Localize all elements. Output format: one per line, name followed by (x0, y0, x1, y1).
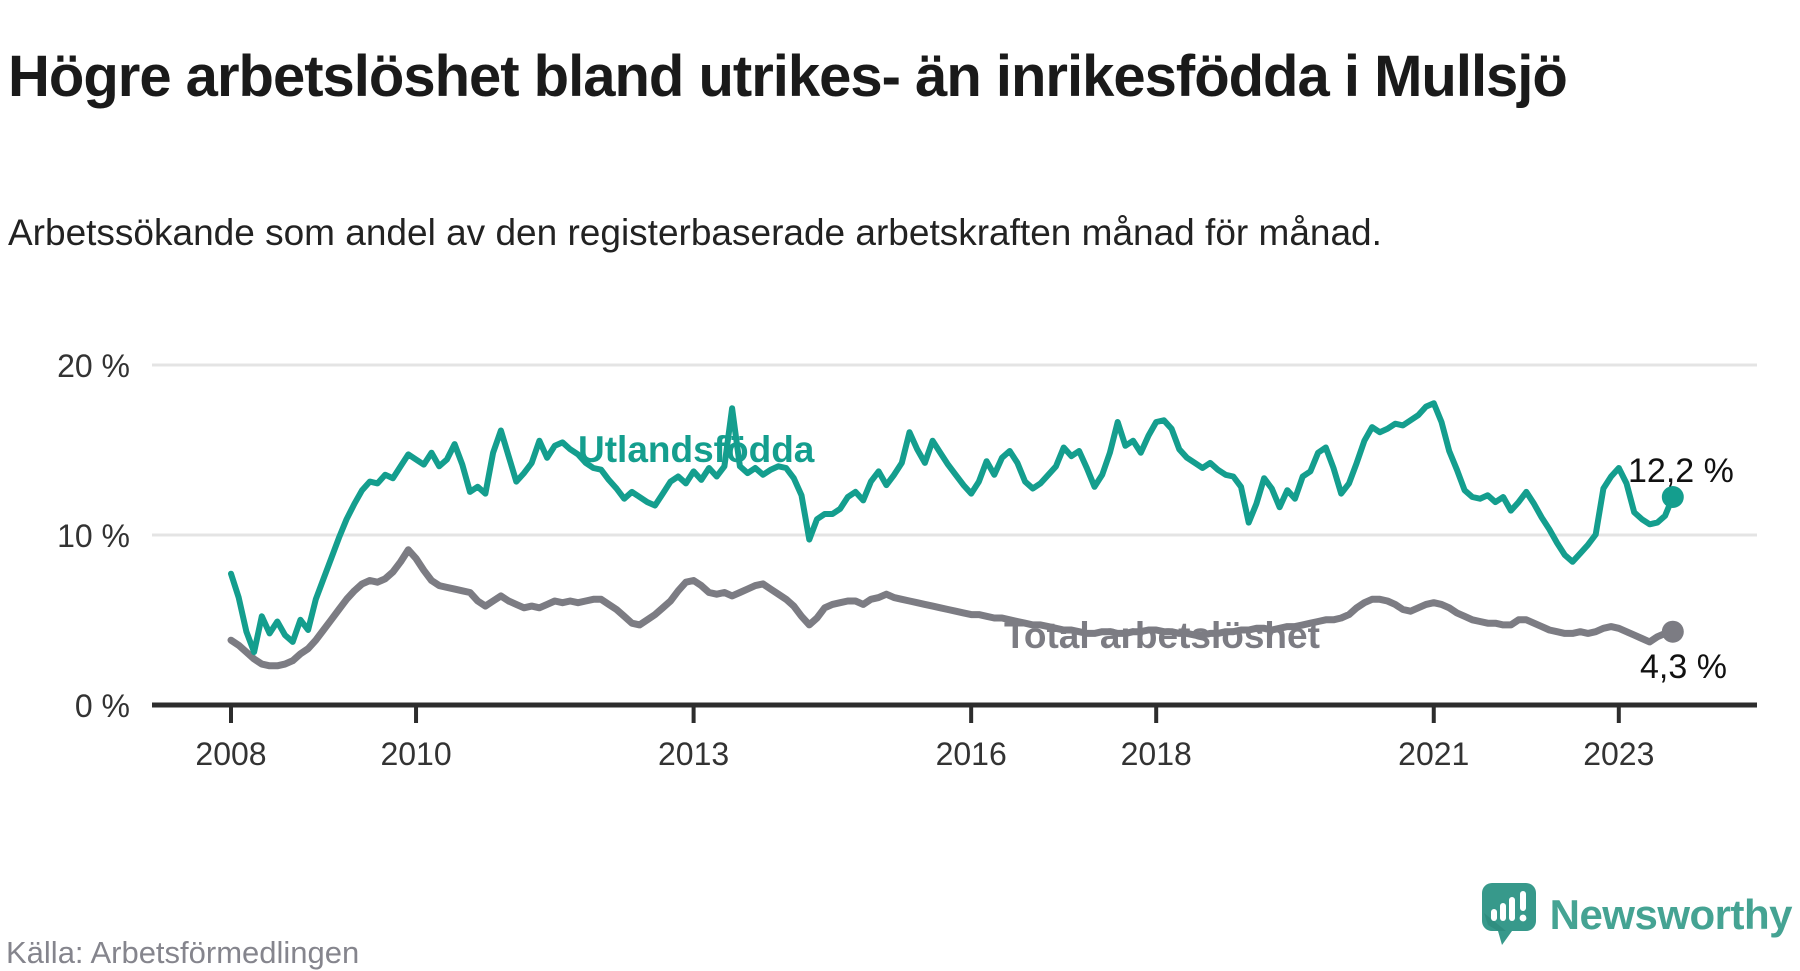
end-value-label-total: 4,3 % (1640, 648, 1727, 686)
y-tick-label-0: 0 % (75, 688, 130, 724)
page-root: { "header": { "title": "Högre arbetslösh… (6, 43, 1793, 970)
series-end-dot-foreign-born (1661, 486, 1684, 508)
series-label-total: Total arbetslöshet (1004, 615, 1320, 656)
x-tick-label: 2010 (380, 736, 451, 772)
bubble-shadow (1483, 913, 1506, 931)
x-tick-label: 2018 (1121, 736, 1192, 772)
x-axis-ticks: 2008 2010 2013 2016 2018 2021 2023 (195, 705, 1654, 772)
x-tick-label: 2023 (1583, 736, 1654, 772)
chart-svg: 2008 2010 2013 2016 2018 2021 2023 20 % 10 % 0… (57, 348, 1757, 772)
chart-bars-icon (1490, 897, 1515, 921)
exclamation-icon (1519, 891, 1527, 922)
newsworthy-wordmark: Newsworthy (1549, 891, 1793, 938)
series-label-foreign-born: Utlandsfödda (578, 429, 815, 470)
x-tick-label: 2016 (936, 736, 1007, 772)
y-tick-label-20: 20 % (57, 348, 130, 384)
x-tick-label: 2008 (195, 736, 266, 772)
x-tick-label: 2021 (1398, 736, 1469, 772)
newsworthy-logo: Newsworthy (1481, 882, 1793, 948)
end-value-label-foreign-born: 12,2 % (1628, 452, 1734, 490)
chart-title: Högre arbetslöshet bland utrikes- än inr… (8, 43, 1568, 109)
series-line-total (227, 546, 1677, 670)
series-line-foreign-born (228, 400, 1676, 656)
source-text: Källa: Arbetsförmedlingen (6, 935, 360, 970)
newsworthy-logo-icon (1481, 883, 1536, 945)
series-end-dot-total (1661, 620, 1684, 643)
x-tick-label: 2013 (658, 736, 729, 772)
y-tick-label-10: 10 % (57, 518, 130, 554)
chart-subtitle: Arbetssökande som andel av den registerb… (8, 212, 1382, 253)
